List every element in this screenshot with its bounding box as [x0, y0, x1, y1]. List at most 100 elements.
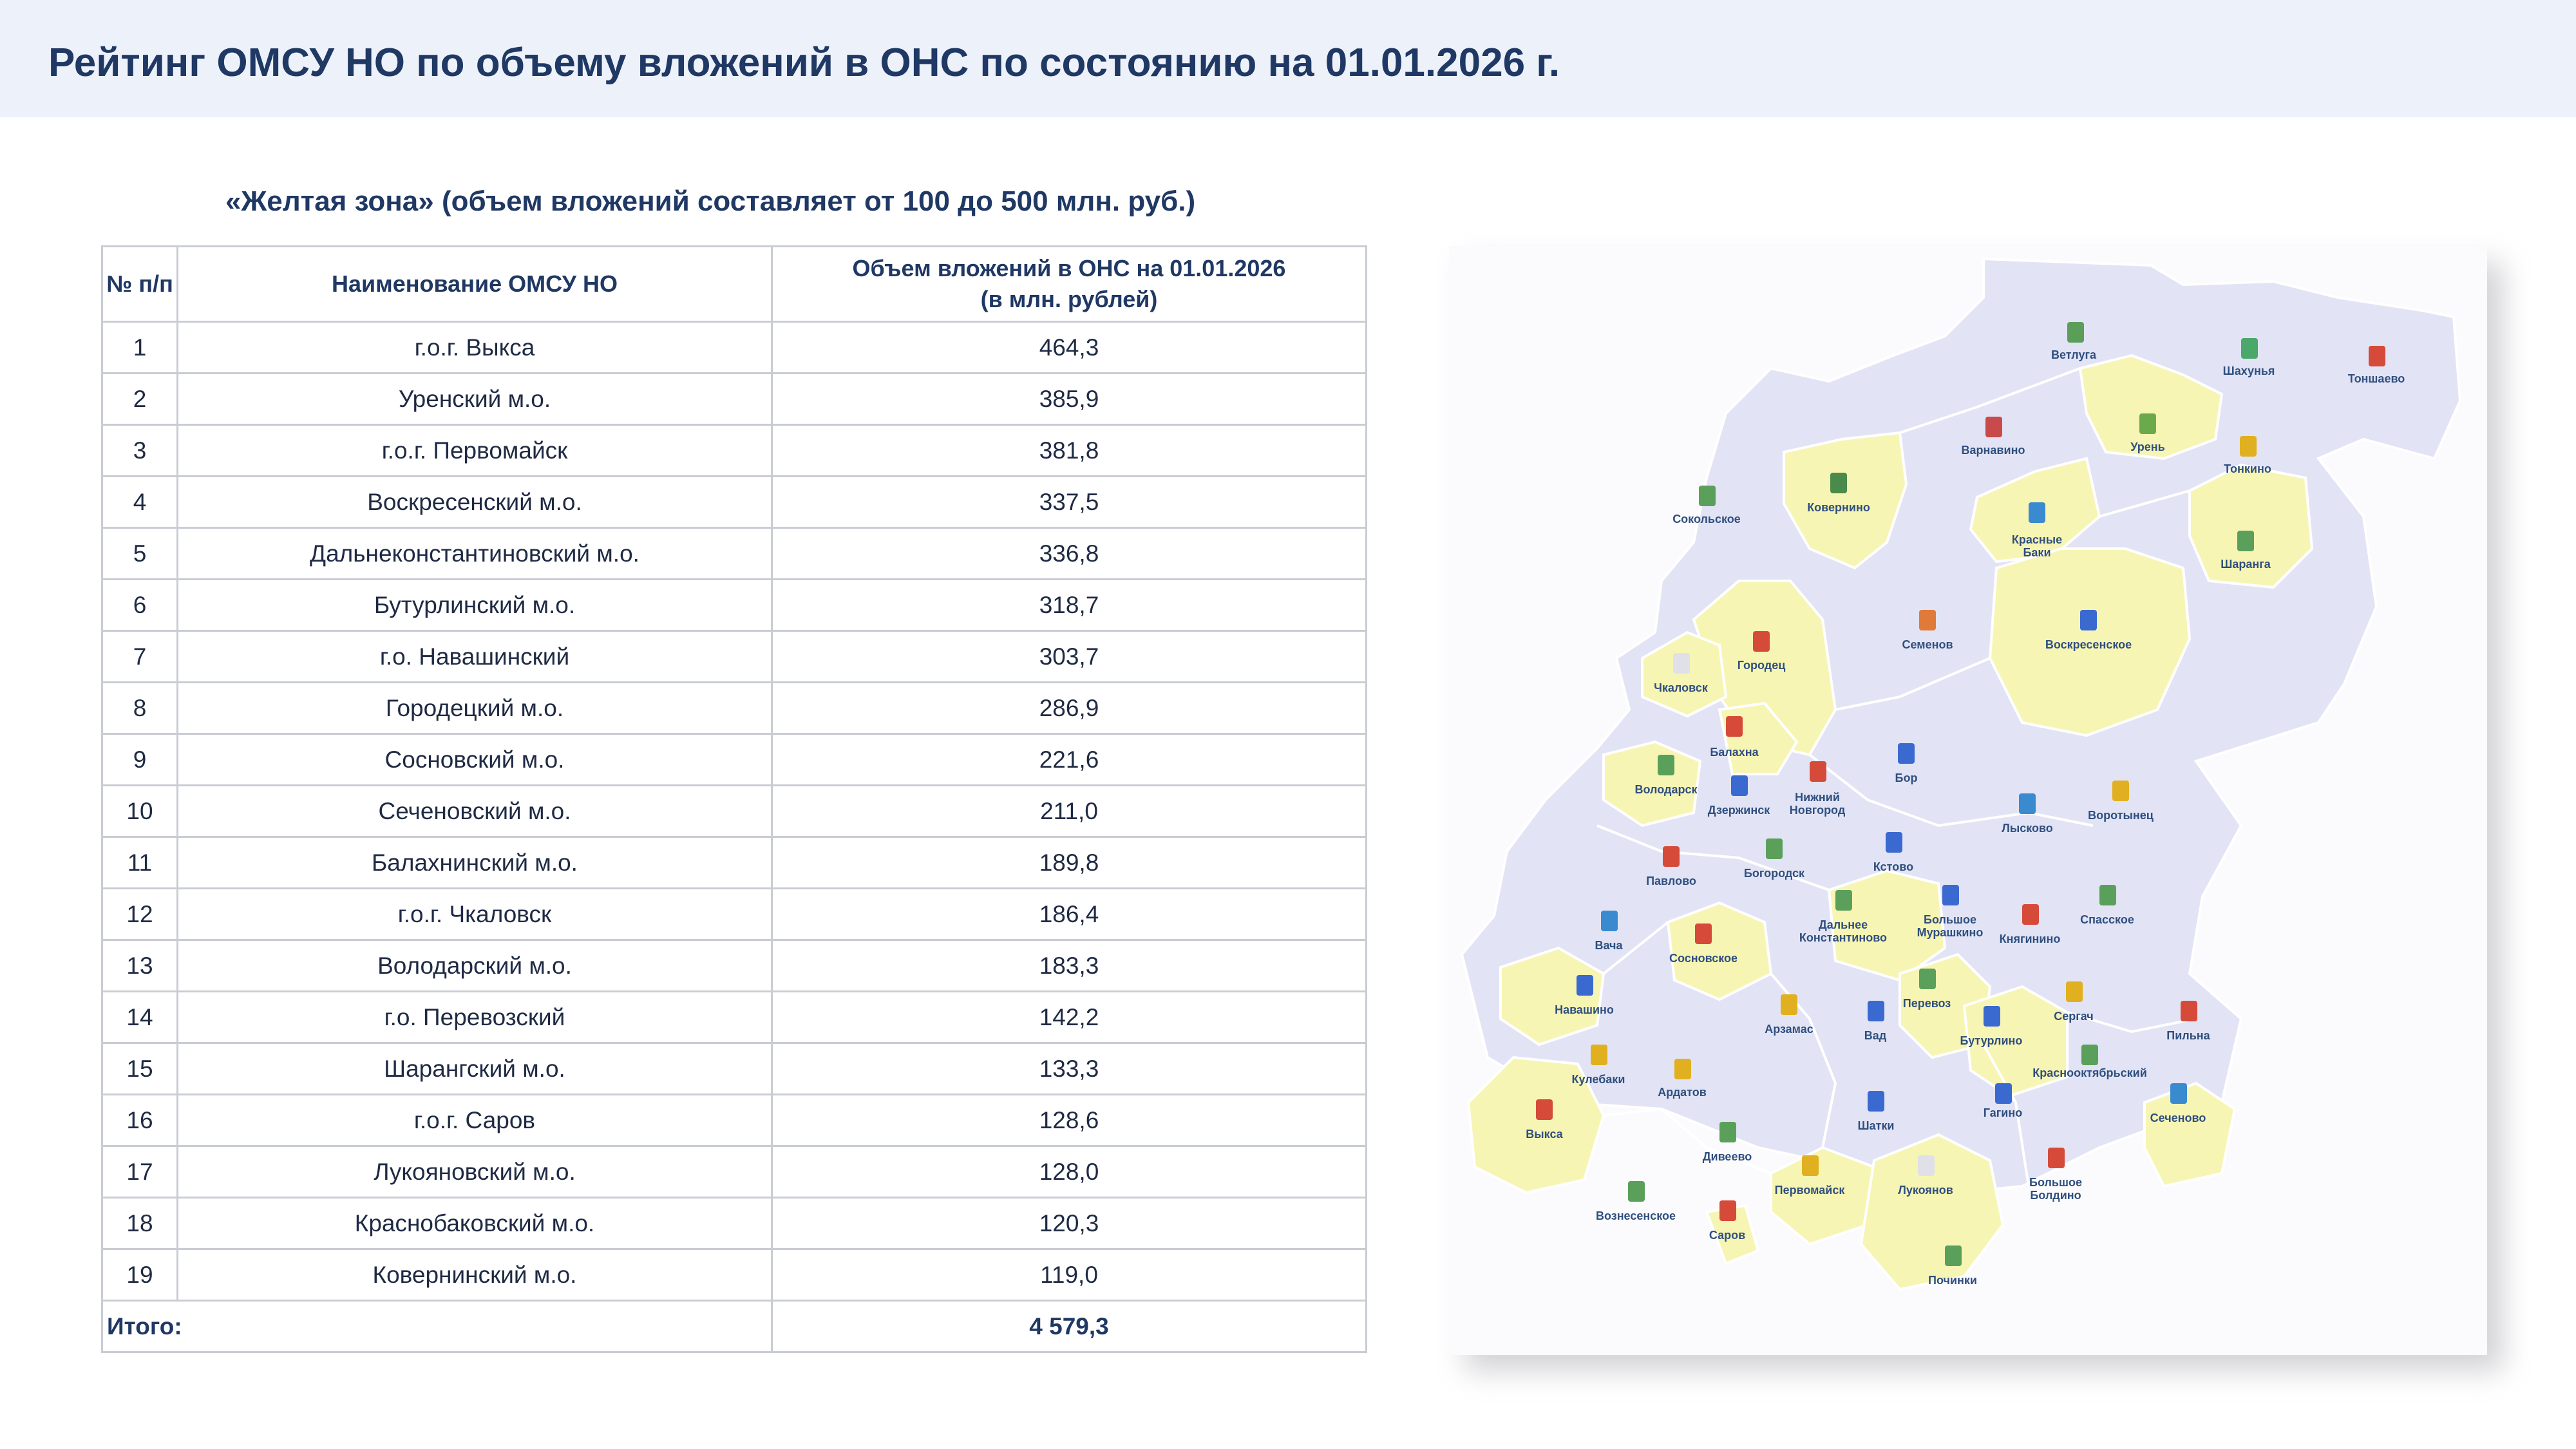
row-name: г.о.г. Выкса: [176, 321, 773, 374]
label-pavlovo: Павлово: [1646, 875, 1696, 887]
label-chkalovsk: Чкаловск: [1654, 681, 1708, 694]
yellow-zone-districts: [1466, 354, 2314, 1291]
coat-of-arms-icon: [1868, 1001, 1884, 1021]
label-dzerzhinsk: Дзержинск: [1708, 804, 1770, 817]
coat-of-arms-icon: [1731, 775, 1748, 796]
table-row: 9 Сосновский м.о. 221,6: [101, 733, 1367, 786]
coat-of-arms-icon: [1830, 473, 1847, 493]
label-arzamas: Арзамас: [1765, 1023, 1814, 1036]
coat-of-arms-icon: [1802, 1155, 1819, 1176]
row-name: Уренский м.о.: [176, 372, 773, 426]
coat-of-arms-icon: [2080, 610, 2097, 630]
row-value: 381,8: [771, 424, 1367, 477]
row-number: 12: [101, 887, 178, 941]
label-krasnooktyabrsky: Краснооктябрьский: [2032, 1066, 2147, 1079]
region-outline: [1460, 257, 2462, 1195]
label-navashino: Навашино: [1555, 1003, 1614, 1016]
label-pochinki: Починки: [1928, 1274, 1977, 1287]
header-bar: Рейтинг ОМСУ НО по объему вложений в ОНС…: [0, 0, 2576, 117]
row-name: Бутурлинский м.о.: [176, 578, 773, 632]
label-bogorodsk: Богородск: [1744, 867, 1805, 880]
row-value: 303,7: [771, 630, 1367, 683]
row-number: 5: [101, 527, 178, 580]
district-chkalovsk: [1641, 630, 1728, 718]
district-sharanga: [2188, 463, 2314, 589]
row-number: 7: [101, 630, 178, 683]
row-number: 18: [101, 1197, 178, 1250]
row-number: 17: [101, 1145, 178, 1198]
table-header-row: № п/п Наименование ОМСУ НО Объем вложени…: [101, 245, 1367, 323]
column-header-value-line1: Объем вложений в ОНС на 01.01.2026: [852, 255, 1286, 281]
coat-of-arms-icon: [2066, 981, 2083, 1002]
coat-of-arms-icon: [1781, 994, 1797, 1015]
table-subtitle: «Желтая зона» (объем вложений составляет…: [225, 185, 1196, 217]
row-name: Ковернинский м.о.: [176, 1248, 773, 1302]
coat-of-arms-icon: [2369, 346, 2385, 366]
label-bor: Бор: [1895, 772, 1918, 784]
row-value: 286,9: [771, 681, 1367, 735]
table-row: 18 Краснобаковский м.о. 120,3: [101, 1197, 1367, 1250]
coat-of-arms-icon: [1591, 1045, 1607, 1065]
coat-of-arms-icon: [1835, 890, 1852, 911]
coat-of-arms-icon: [2099, 885, 2116, 905]
coat-of-arms-icon: [1658, 755, 1674, 775]
label-semenov: Семенов: [1902, 638, 1953, 651]
label-knyaginino: Княгинино: [2000, 933, 2061, 945]
total-row: Итого: 4 579,3: [101, 1300, 1367, 1353]
row-value: 128,0: [771, 1145, 1367, 1198]
label-krasnye-2: Баки: [2023, 546, 2050, 559]
row-name: г.о.г. Первомайск: [176, 424, 773, 477]
label-sharanga: Шаранга: [2221, 558, 2271, 571]
label-tonshaevo: Тоншаево: [2348, 372, 2405, 385]
row-number: 15: [101, 1042, 178, 1095]
coat-of-arms-icon: [1719, 1122, 1736, 1142]
label-shakhunya: Шахунья: [2223, 365, 2275, 377]
label-nn-2: Новгород: [1790, 804, 1846, 817]
row-value: 119,0: [771, 1248, 1367, 1302]
coat-of-arms-icon: [1695, 923, 1712, 944]
column-header-value-line2: (в млн. рублей): [980, 286, 1158, 312]
district-navashino: [1499, 946, 1605, 1046]
table-row: 3 г.о.г. Первомайск 381,8: [101, 424, 1367, 477]
row-number: 3: [101, 424, 178, 477]
label-tonkino: Тонкино: [2224, 462, 2271, 475]
row-value: 142,2: [771, 990, 1367, 1044]
coat-of-arms-icon: [1673, 653, 1690, 674]
district-borders: [1596, 367, 2197, 1187]
label-diveevo: Дивеево: [1703, 1150, 1752, 1163]
district-labels: Ветлуга Шахунья Тоншаево Варнавино Урень…: [1526, 348, 2405, 1287]
coat-of-arms-icon: [1719, 1200, 1736, 1221]
coat-of-arms-icon: [1674, 1059, 1691, 1079]
label-kulebaki: Кулебаки: [1572, 1073, 1625, 1086]
row-value: 318,7: [771, 578, 1367, 632]
row-name: Дальнеконстантиновский м.о.: [176, 527, 773, 580]
row-value: 128,6: [771, 1094, 1367, 1147]
row-number: 2: [101, 372, 178, 426]
coat-of-arms-icon: [2240, 436, 2257, 457]
label-bb-2: Болдино: [2030, 1189, 2081, 1202]
coat-of-arms-icon: [1898, 743, 1915, 764]
row-number: 16: [101, 1094, 178, 1147]
coat-of-arms-icon: [2067, 322, 2084, 343]
row-value: 221,6: [771, 733, 1367, 786]
label-kstovo: Кстово: [1873, 860, 1913, 873]
label-sokolskoe: Сокольское: [1672, 513, 1741, 526]
coat-of-arms-icon: [1868, 1091, 1884, 1112]
coat-of-arms-icon: [1886, 832, 1902, 853]
region-map: Ветлуга Шахунья Тоншаево Варнавино Урень…: [1449, 246, 2487, 1355]
label-uren: Урень: [2130, 440, 2164, 453]
table-row: 12 г.о.г. Чкаловск 186,4: [101, 887, 1367, 941]
row-number: 8: [101, 681, 178, 735]
row-name: Краснобаковский м.о.: [176, 1197, 773, 1250]
column-header-value: Объем вложений в ОНС на 01.01.2026 (в мл…: [771, 245, 1367, 323]
row-value: 133,3: [771, 1042, 1367, 1095]
table-row: 17 Лукояновский м.о. 128,0: [101, 1145, 1367, 1198]
coat-of-arms-icon: [1919, 969, 1936, 989]
coat-of-arms-icon: [2139, 413, 2156, 434]
row-number: 9: [101, 733, 178, 786]
table-row: 1 г.о.г. Выкса 464,3: [101, 321, 1367, 374]
label-gorodets: Городец: [1738, 659, 1786, 672]
label-sechenovo: Сеченово: [2150, 1112, 2206, 1124]
row-name: г.о. Перевозский: [176, 990, 773, 1044]
row-number: 1: [101, 321, 178, 374]
